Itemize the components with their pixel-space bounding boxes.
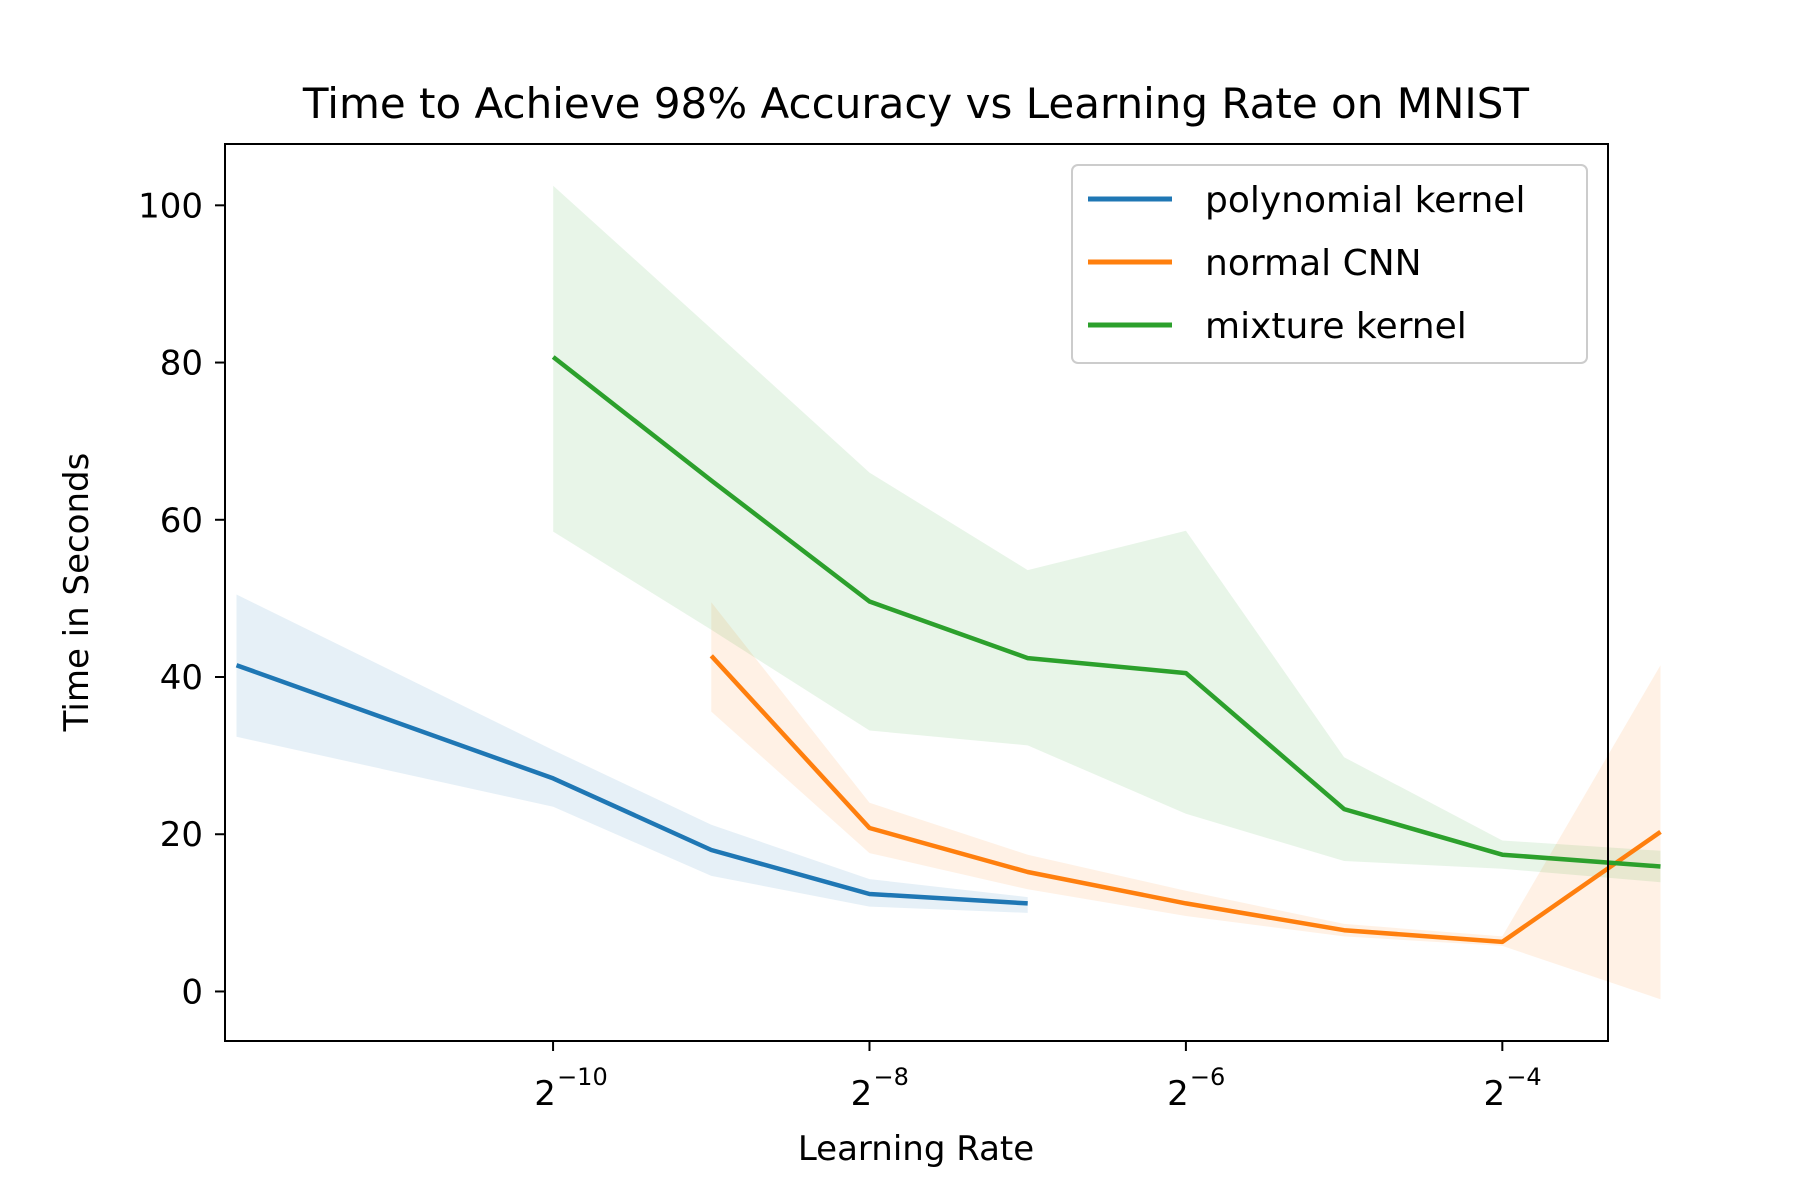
y-axis-label: Time in Seconds [57,453,97,733]
y-tick-label: 40 [160,658,203,698]
y-tick-label: 100 [138,186,203,226]
line-mixture-kernel [551,355,1661,869]
confidence-bands [236,185,1661,1000]
band-normal-cnn [711,602,1661,1000]
x-tick-label: 2 [1167,1074,1189,1114]
legend: polynomial kernel normal CNN mixture ker… [1071,164,1588,364]
y-tick-label: 20 [160,815,203,855]
x-tick-label: 2 [851,1074,873,1114]
chart-title: Time to Achieve 98% Accuracy vs Learning… [302,79,1530,128]
line-polynomial-kernel [235,663,1028,906]
x-tick-label: 2 [534,1074,556,1114]
line-normal-cnn [709,654,1662,945]
band-polynomial-kernel [236,594,1028,913]
x-axis-label: Learning Rate [798,1129,1034,1169]
y-axis-ticks: 0 20 40 60 80 100 [138,186,225,1012]
legend-label-mixture-kernel: mixture kernel [1205,306,1467,347]
x-axis-ticks: 2 −10 2 −8 2 −6 2 −4 [534,1041,1542,1114]
legend-box [1071,164,1588,364]
y-tick-label: 0 [181,972,203,1012]
y-tick-label: 80 [160,344,203,384]
x-tick-exponent: −4 [1506,1063,1541,1091]
x-tick-exponent: −8 [873,1063,908,1091]
y-tick-label: 60 [160,501,203,541]
legend-label-normal-cnn: normal CNN [1205,243,1422,284]
legend-label-polynomial-kernel: polynomial kernel [1205,180,1525,221]
x-tick-exponent: −10 [557,1063,608,1091]
x-tick-label: 2 [1484,1074,1506,1114]
band-mixture-kernel [553,185,1661,883]
series-lines [235,355,1662,945]
plot-frame [224,143,1609,1042]
x-tick-exponent: −6 [1190,1063,1225,1091]
